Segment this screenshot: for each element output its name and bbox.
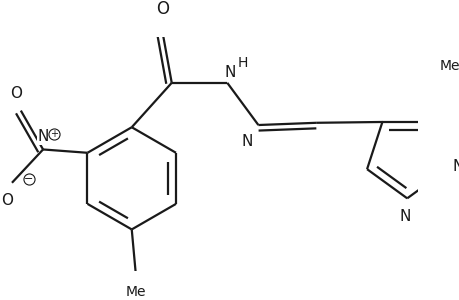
Text: −: − — [24, 174, 33, 184]
Text: N: N — [398, 209, 410, 224]
Text: +: + — [50, 129, 58, 139]
Text: N: N — [452, 159, 459, 174]
Text: N: N — [37, 129, 49, 144]
Text: O: O — [1, 193, 13, 208]
Text: Me: Me — [126, 285, 146, 299]
Text: O: O — [156, 0, 169, 18]
Text: O: O — [11, 85, 22, 100]
Text: H: H — [237, 56, 247, 70]
Text: Me: Me — [439, 59, 459, 73]
Text: N: N — [224, 65, 236, 80]
Text: N: N — [241, 134, 252, 149]
